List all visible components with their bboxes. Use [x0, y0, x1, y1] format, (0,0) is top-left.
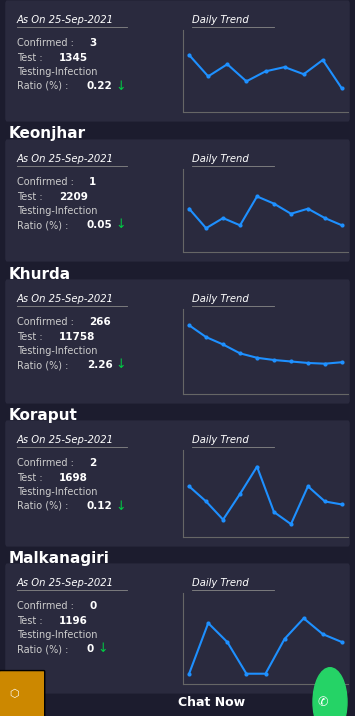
Text: Ratio (%) :: Ratio (%) : — [17, 81, 75, 91]
Text: ↓: ↓ — [97, 642, 108, 656]
Text: Confirmed :: Confirmed : — [17, 601, 80, 611]
Text: Test :: Test : — [17, 53, 49, 63]
Text: Malkanagiri: Malkanagiri — [9, 551, 110, 566]
Text: 1345: 1345 — [59, 53, 88, 63]
Text: Confirmed :: Confirmed : — [17, 38, 80, 48]
Text: Test :: Test : — [17, 473, 49, 483]
Text: Test :: Test : — [17, 192, 49, 202]
Text: As On 25-Sep-2021: As On 25-Sep-2021 — [17, 578, 114, 588]
Text: Testing-Infection: Testing-Infection — [17, 67, 98, 77]
Text: Ratio (%) :: Ratio (%) : — [17, 501, 75, 511]
Text: 11758: 11758 — [59, 332, 95, 342]
Text: ↓: ↓ — [115, 218, 126, 231]
Text: 266: 266 — [89, 317, 111, 327]
Text: ↓: ↓ — [115, 500, 126, 513]
Text: 0: 0 — [87, 644, 94, 654]
Text: Testing-Infection: Testing-Infection — [17, 630, 98, 640]
Text: Daily Trend: Daily Trend — [192, 154, 249, 164]
Text: Daily Trend: Daily Trend — [192, 15, 249, 25]
Text: ↓: ↓ — [115, 359, 126, 372]
Text: 2: 2 — [89, 458, 96, 468]
Text: Ratio (%) :: Ratio (%) : — [17, 220, 75, 230]
Text: Testing-Infection: Testing-Infection — [17, 346, 98, 356]
Text: 0.05: 0.05 — [87, 220, 113, 230]
Text: Daily Trend: Daily Trend — [192, 435, 249, 445]
Text: ↓: ↓ — [115, 79, 126, 92]
Text: Ratio (%) :: Ratio (%) : — [17, 644, 75, 654]
Text: As On 25-Sep-2021: As On 25-Sep-2021 — [17, 435, 114, 445]
Text: Test :: Test : — [17, 332, 49, 342]
Text: 1196: 1196 — [59, 616, 88, 626]
Text: 2209: 2209 — [59, 192, 88, 202]
Text: Test :: Test : — [17, 616, 49, 626]
Text: Testing-Infection: Testing-Infection — [17, 487, 98, 497]
Text: As On 25-Sep-2021: As On 25-Sep-2021 — [17, 294, 114, 304]
Text: As On 25-Sep-2021: As On 25-Sep-2021 — [17, 154, 114, 164]
Text: 0.22: 0.22 — [87, 81, 113, 91]
Text: Khurda: Khurda — [9, 267, 71, 282]
Text: 0: 0 — [89, 601, 96, 611]
Text: 1: 1 — [89, 177, 96, 187]
Text: 2.26: 2.26 — [87, 360, 113, 370]
Text: Daily Trend: Daily Trend — [192, 294, 249, 304]
Text: Keonjhar: Keonjhar — [9, 126, 86, 141]
Text: Daily Trend: Daily Trend — [192, 578, 249, 588]
Text: ⬡: ⬡ — [9, 689, 19, 699]
Text: Ratio (%) :: Ratio (%) : — [17, 360, 75, 370]
Text: 0.12: 0.12 — [87, 501, 113, 511]
Text: 1698: 1698 — [59, 473, 88, 483]
Text: Confirmed :: Confirmed : — [17, 317, 80, 327]
Text: ✆: ✆ — [318, 695, 328, 709]
Text: Confirmed :: Confirmed : — [17, 177, 80, 187]
Text: Testing-Infection: Testing-Infection — [17, 206, 98, 216]
Text: As On 25-Sep-2021: As On 25-Sep-2021 — [17, 15, 114, 25]
Text: Chat Now: Chat Now — [178, 697, 245, 710]
Text: 3: 3 — [89, 38, 96, 48]
Text: Confirmed :: Confirmed : — [17, 458, 80, 468]
Text: Koraput: Koraput — [9, 408, 78, 423]
